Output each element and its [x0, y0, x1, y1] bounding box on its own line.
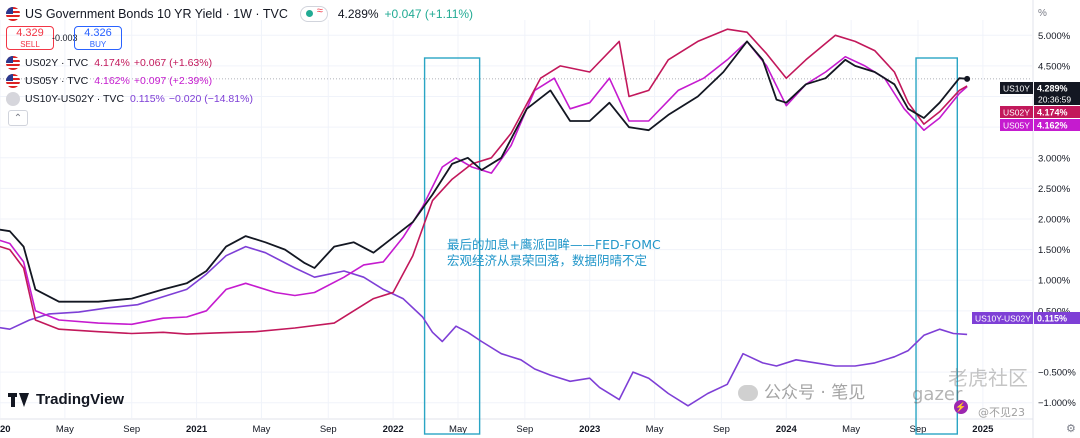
annotation-text: 最后的加息+鹰派回眸——FED-FOMC 宏观经济从景荣回落，数据阴晴不定 [447, 237, 661, 269]
annotation-line-1: 最后的加息+鹰派回眸——FED-FOMC [447, 237, 661, 252]
legend-change: +0.067 (+1.63%) [133, 57, 213, 69]
axis-unit-label[interactable]: % [1038, 8, 1047, 19]
y-tick-label: 2.500% [1038, 184, 1071, 195]
legend-name: US10Y-US02Y · TVC [25, 93, 125, 105]
us-flag-icon [6, 74, 20, 88]
sell-label: SELL [20, 40, 40, 49]
lightning-icon[interactable]: ⚡ [954, 400, 968, 414]
wechat-icon [738, 385, 758, 401]
legend-name: US05Y · TVC [25, 75, 89, 87]
legend-item-us05y[interactable]: US05Y · TVC 4.162% +0.097 (+2.39%) [6, 73, 216, 89]
x-tick-label: Sep [320, 424, 337, 435]
price-label-us10y-name-box [1000, 82, 1033, 94]
x-tick-label: Sep [123, 424, 140, 435]
y-tick-label: 5.000% [1038, 31, 1071, 42]
us-flag-icon [6, 7, 20, 21]
legend-value: 0.115% [130, 93, 165, 105]
last-value: 4.289% [337, 7, 379, 21]
price-label-spread-value: 0.115% [1037, 314, 1067, 324]
series-line-us05y [0, 40, 968, 326]
price-label-us02y-name-box [1000, 106, 1033, 118]
symbol-header: US Government Bonds 10 YR Yield · 1W · T… [6, 5, 473, 23]
price-label-us10y-name: US10Y [1003, 84, 1030, 94]
watermark-gazer: gazer [912, 384, 963, 405]
legend-item-us02y[interactable]: US02Y · TVC 4.174% +0.067 (+1.63%) [6, 55, 216, 71]
price-label-us02y-value: 4.174% [1037, 108, 1068, 118]
x-tick-label: 2023 [579, 424, 600, 435]
x-tick-label: May [449, 424, 467, 435]
price-label-us05y-value-box [1034, 119, 1080, 131]
sell-button[interactable]: 4.329 SELL [6, 26, 54, 50]
watermark-user: @不见23 [978, 406, 1025, 419]
legend-change: +0.097 (+2.39%) [133, 75, 213, 87]
symbol-title[interactable]: US Government Bonds 10 YR Yield · 1W · T… [25, 7, 288, 21]
tradingview-logo[interactable]: TradingView [8, 391, 124, 408]
price-label-us10y-value: 4.289% [1037, 84, 1068, 94]
legend-change: −0.020 (−14.81%) [168, 93, 253, 105]
y-tick-label: 4.500% [1038, 61, 1071, 72]
sell-price: 4.329 [16, 27, 44, 39]
price-label-us10y-time: 20:36:59 [1038, 95, 1071, 105]
x-tick-label: May [646, 424, 664, 435]
legend-value: 4.162% [94, 75, 130, 87]
y-tick-label: 1.000% [1038, 276, 1071, 287]
legend-item-spread[interactable]: US10Y-US02Y · TVC 0.115% −0.020 (−14.81%… [6, 91, 257, 107]
y-tick-label: −1.000% [1038, 398, 1076, 409]
annotation-line-2: 宏观经济从景荣回落，数据阴晴不定 [447, 253, 648, 268]
highlight-box [423, 57, 481, 435]
price-label-us02y-value-box [1034, 106, 1080, 118]
y-tick-label: 0.500% [1038, 306, 1071, 317]
last-change: +0.047 (+1.11%) [384, 7, 474, 21]
x-tick-label: Sep [516, 424, 533, 435]
buy-price: 4.326 [84, 27, 112, 39]
price-label-spread-value-box [1034, 312, 1080, 324]
price-label-us10y-value-box [1034, 82, 1080, 94]
us10y-last-point [964, 75, 971, 82]
settings-icon[interactable]: ⚙ [1066, 423, 1076, 435]
watermark-text: 公众号 · 笔见 [764, 383, 866, 403]
y-tick-label: 3.000% [1038, 153, 1071, 164]
x-tick-label: 2025 [972, 424, 994, 435]
price-label-us05y-value: 4.162% [1037, 121, 1068, 131]
buy-label: BUY [89, 40, 107, 49]
legend-name: US02Y · TVC [25, 57, 89, 69]
price-label-us02y-name: US02Y [1003, 108, 1030, 118]
y-tick-label: 2.000% [1038, 215, 1071, 226]
price-label-us05y-name-box [1000, 119, 1033, 131]
watermark-tiger: 老虎社区 [948, 366, 1028, 390]
price-label-spread-name-box [972, 312, 1033, 324]
x-tick-label: May [842, 424, 860, 435]
x-tick-label: 2021 [186, 424, 208, 435]
x-tick-label: 2022 [383, 424, 404, 435]
y-tick-label: −0.500% [1038, 368, 1076, 379]
x-tick-label: May [252, 424, 270, 435]
price-label-spread-name: US10Y-US02Y [975, 314, 1031, 324]
x-tick-label: May [56, 424, 74, 435]
x-tick-label: 2020 [0, 424, 11, 435]
x-tick-label: Sep [713, 424, 730, 435]
highlight-box [915, 57, 959, 435]
watermark-wechat: 公众号 · 笔见 [738, 378, 865, 403]
series-line-us10y-us02y [0, 245, 968, 407]
legend-value: 4.174% [94, 57, 130, 69]
tradingview-wordmark: TradingView [36, 391, 125, 408]
price-label-us10y-time-box [1034, 94, 1080, 105]
price-label-us05y-name: US05Y [1003, 121, 1030, 131]
buy-button[interactable]: 4.326 BUY [74, 26, 122, 50]
series-line-us10y [0, 40, 968, 303]
collapse-legend-button[interactable]: ⌃ [8, 110, 28, 126]
x-tick-label: Sep [910, 424, 927, 435]
x-tick-label: 2024 [776, 424, 798, 435]
y-tick-label: 1.500% [1038, 245, 1071, 256]
us-flag-icon [6, 56, 20, 70]
tradingview-icon [8, 392, 30, 407]
series-line-us02y [0, 28, 968, 335]
spread-icon [6, 92, 20, 106]
market-status-icon[interactable] [299, 5, 328, 22]
spread-value: -0.003 [52, 33, 78, 43]
